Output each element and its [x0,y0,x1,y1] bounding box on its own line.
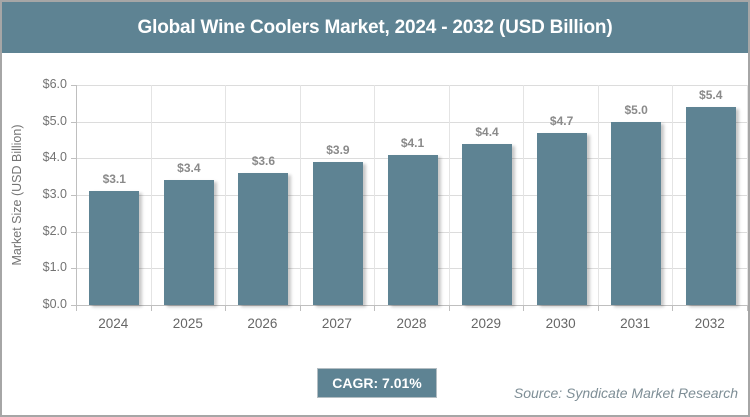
bar-2029 [462,143,513,305]
chart-title-bar: Global Wine Coolers Market, 2024 - 2032 … [2,2,748,53]
x-tick-label: 2030 [545,316,576,331]
x-axis-tick [76,306,77,311]
x-axis-tick [597,306,599,311]
bar-value-label: $4.7 [549,113,574,128]
x-axis-tick [225,306,227,311]
source-credit: Source: Syndicate Market Research [513,385,738,401]
cagr-label: CAGR: 7.01% [332,375,422,391]
y-tick-label: $1.0 [42,260,67,275]
y-tick-label: $2.0 [42,223,67,238]
x-axis-tick [299,306,301,311]
x-tick-label: 2032 [694,316,725,331]
h-gridline [77,121,748,123]
bar-value-label: $3.4 [177,161,201,176]
y-axis-title-text: Market Size (USD Billion) [10,124,24,266]
bar-value-label: $5.4 [699,88,723,102]
y-axis-tick [71,305,76,306]
x-axis-tick [150,306,152,311]
x-axis-tick [448,306,450,311]
y-tick-label: $5.0 [42,113,67,128]
bar-2030 [536,132,587,305]
y-axis-tick [71,268,76,270]
v-gridline [374,85,376,305]
x-tick-label: 2029 [471,316,502,331]
bar-2026 [238,173,289,305]
bar-2031 [611,121,662,305]
x-axis-tick [672,306,674,311]
bar-value-label: $4.4 [475,124,499,139]
plot-area: $3.1 $3.4 $3.6 $3.9 $4.1 $4.4 $4.7 $5.0 $5.4 [76,85,748,306]
x-axis-tick [523,306,525,311]
bar-2028 [387,154,438,305]
y-tick-label: $4.0 [42,150,67,165]
x-tick-label: 2025 [172,316,203,331]
v-gridline [523,85,525,305]
x-tick-label: 2028 [396,316,427,331]
v-gridline [597,85,599,305]
x-tick-label: 2026 [247,316,278,331]
v-gridline [150,85,152,305]
y-axis-tick [71,85,76,86]
h-gridline [77,85,748,86]
v-gridline [299,85,301,305]
x-tick-label: 2024 [98,316,129,331]
y-axis-tick [71,231,76,233]
bar-value-label: $3.9 [326,143,350,157]
bar-value-label: $3.6 [251,154,276,168]
v-gridline [747,85,748,305]
x-tick-label: 2031 [620,316,651,331]
bar-2025 [163,180,214,305]
y-tick-label: $3.0 [42,187,67,201]
bar-2032 [685,107,736,305]
cagr-badge: CAGR: 7.01% [317,368,437,398]
x-axis-tick [747,306,748,311]
y-axis-tick [71,195,76,196]
bar-value-label: $3.1 [102,172,126,187]
v-gridline [225,85,227,305]
chart-title: Global Wine Coolers Market, 2024 - 2032 … [137,16,613,38]
y-tick-label: $0.0 [42,297,67,311]
bar-value-label: $4.1 [400,135,425,150]
x-tick-label: 2027 [321,316,352,331]
v-gridline [448,85,450,305]
x-axis-tick [374,306,376,311]
bar-value-label: $5.0 [624,102,648,117]
y-tick-label: $6.0 [42,77,67,91]
y-axis-tick [71,121,76,123]
v-gridline [672,85,674,305]
bar-2027 [312,162,363,305]
y-axis-tick [71,158,76,160]
bar-2024 [89,191,140,305]
